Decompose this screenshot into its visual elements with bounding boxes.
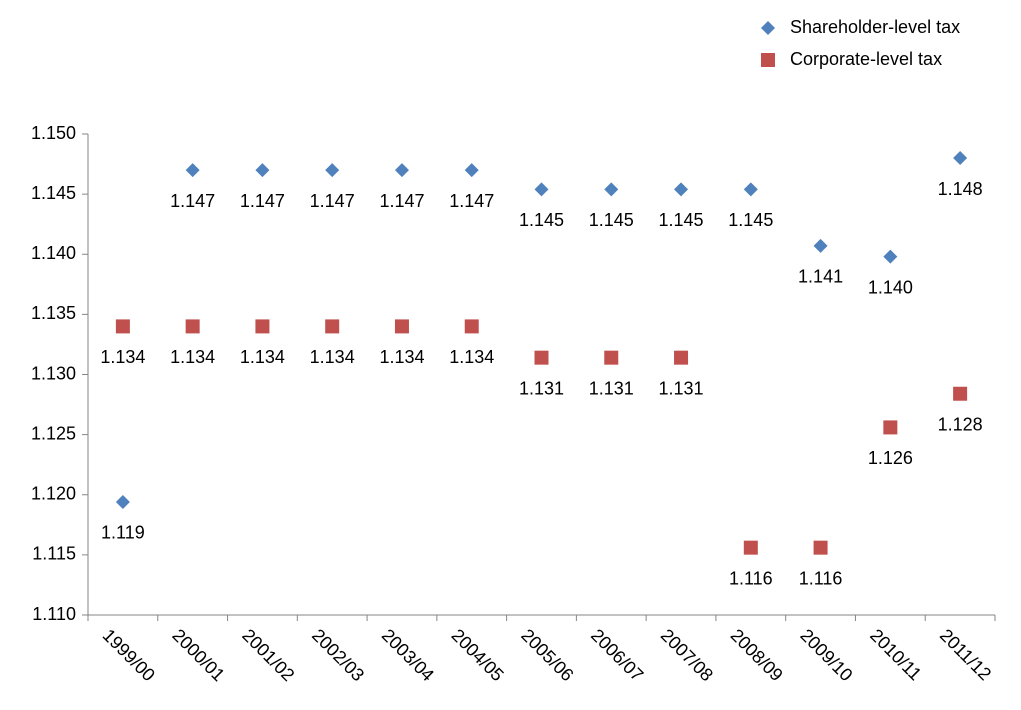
data-label: 1.145 xyxy=(728,210,773,230)
x-tick-label: 2008/09 xyxy=(727,625,787,685)
y-tick-label: 1.140 xyxy=(31,243,76,263)
x-tick-label: 2010/11 xyxy=(866,625,925,684)
data-label: 1.145 xyxy=(589,210,634,230)
legend-label: Corporate-level tax xyxy=(790,49,942,69)
point xyxy=(464,319,479,334)
x-tick-label: 2004/05 xyxy=(448,625,508,685)
point xyxy=(761,53,775,67)
point xyxy=(185,163,200,178)
x-tick-label: 2002/03 xyxy=(308,625,368,685)
data-label: 1.147 xyxy=(449,191,494,211)
point xyxy=(674,182,689,197)
y-tick-label: 1.120 xyxy=(31,484,76,504)
y-tick-label: 1.145 xyxy=(31,183,76,203)
x-tick-label: 2009/10 xyxy=(796,625,856,685)
point xyxy=(185,319,200,334)
data-label: 1.131 xyxy=(659,378,704,398)
point xyxy=(953,151,968,166)
point xyxy=(674,350,689,365)
y-tick-label: 1.150 xyxy=(31,123,76,143)
point xyxy=(115,319,130,334)
point xyxy=(743,540,758,555)
x-tick-label: 2005/06 xyxy=(517,625,577,685)
data-label: 1.134 xyxy=(240,347,285,367)
data-label: 1.147 xyxy=(310,191,355,211)
point xyxy=(761,21,775,35)
point xyxy=(325,163,340,178)
y-tick-label: 1.125 xyxy=(31,423,76,443)
data-label: 1.145 xyxy=(659,210,704,230)
data-label: 1.126 xyxy=(868,448,913,468)
x-tick-label: 2001/02 xyxy=(238,625,298,685)
data-label: 1.134 xyxy=(310,347,355,367)
point xyxy=(255,163,270,178)
data-label: 1.134 xyxy=(449,347,494,367)
data-label: 1.116 xyxy=(799,568,843,588)
data-label: 1.119 xyxy=(101,523,145,543)
point xyxy=(743,182,758,197)
data-label: 1.140 xyxy=(868,277,913,297)
y-tick-label: 1.130 xyxy=(31,363,76,383)
data-label: 1.147 xyxy=(240,191,285,211)
data-label: 1.131 xyxy=(519,378,564,398)
data-label: 1.148 xyxy=(938,179,983,199)
point xyxy=(255,319,270,334)
point xyxy=(464,163,479,178)
point xyxy=(534,182,549,197)
data-label: 1.131 xyxy=(589,378,634,398)
legend-label: Shareholder-level tax xyxy=(790,17,960,37)
point xyxy=(534,350,549,365)
data-label: 1.134 xyxy=(379,347,424,367)
x-tick-label: 1999/00 xyxy=(99,625,159,685)
x-tick-label: 2007/08 xyxy=(657,625,717,685)
data-label: 1.134 xyxy=(170,347,215,367)
x-tick-label: 2011/12 xyxy=(936,625,995,684)
x-tick-label: 2003/04 xyxy=(378,625,438,685)
point xyxy=(604,182,619,197)
data-label: 1.145 xyxy=(519,210,564,230)
point xyxy=(394,319,409,334)
point xyxy=(604,350,619,365)
data-label: 1.147 xyxy=(379,191,424,211)
x-tick-label: 2000/01 xyxy=(168,625,228,685)
point xyxy=(325,319,340,334)
point xyxy=(953,386,968,401)
y-tick-label: 1.115 xyxy=(32,544,76,564)
point xyxy=(813,238,828,253)
data-label: 1.147 xyxy=(170,191,215,211)
x-tick-label: 2006/07 xyxy=(587,625,647,685)
data-label: 1.128 xyxy=(938,414,983,434)
y-tick-label: 1.110 xyxy=(32,604,76,624)
y-tick-label: 1.135 xyxy=(31,303,76,323)
data-label: 1.134 xyxy=(100,347,145,367)
data-label: 1.141 xyxy=(798,267,843,287)
point xyxy=(883,249,898,264)
point xyxy=(813,540,828,555)
data-label: 1.116 xyxy=(729,568,773,588)
point xyxy=(115,494,130,509)
point xyxy=(883,420,898,435)
point xyxy=(394,163,409,178)
